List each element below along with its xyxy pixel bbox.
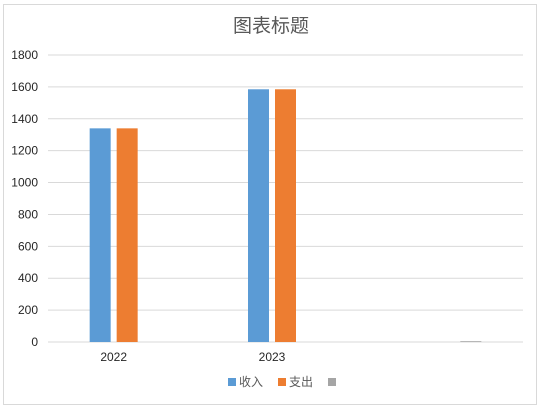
legend-label-1: 支出 xyxy=(289,375,313,389)
x-tick-label: 2022 xyxy=(100,350,127,364)
legend: 收入 支出 xyxy=(228,375,336,389)
bar-2023-series-0 xyxy=(248,89,269,343)
bar-2022-series-1 xyxy=(116,128,138,342)
y-tick-label: 600 xyxy=(18,239,38,253)
legend-swatch-0 xyxy=(228,378,236,386)
y-tick-label: 1000 xyxy=(11,176,38,190)
y-tick-label: 1400 xyxy=(11,112,38,126)
y-tick-label: 1200 xyxy=(11,144,38,158)
y-tick-label: 1800 xyxy=(11,48,38,62)
y-axis-ticks: 0 200 400 600 800 1000 1200 1400 1600 1800 xyxy=(11,48,38,349)
y-tick-label: 1600 xyxy=(11,80,38,94)
y-tick-label: 0 xyxy=(31,335,38,349)
legend-swatch-2 xyxy=(328,378,336,386)
x-tick-label: 2023 xyxy=(259,350,286,364)
x-axis-ticks: 2022 2023 xyxy=(100,350,285,364)
bars xyxy=(89,89,482,343)
bar-2023-series-1 xyxy=(275,89,296,343)
legend-swatch-1 xyxy=(278,378,286,386)
legend-label-0: 收入 xyxy=(239,375,263,389)
y-tick-label: 800 xyxy=(18,207,38,221)
y-tick-label: 400 xyxy=(18,271,38,285)
bar-2022-series-0 xyxy=(89,128,111,342)
y-tick-label: 200 xyxy=(18,303,38,317)
chart-title: 图表标题 xyxy=(233,15,309,37)
bar-cat2-series-2 xyxy=(460,341,482,342)
